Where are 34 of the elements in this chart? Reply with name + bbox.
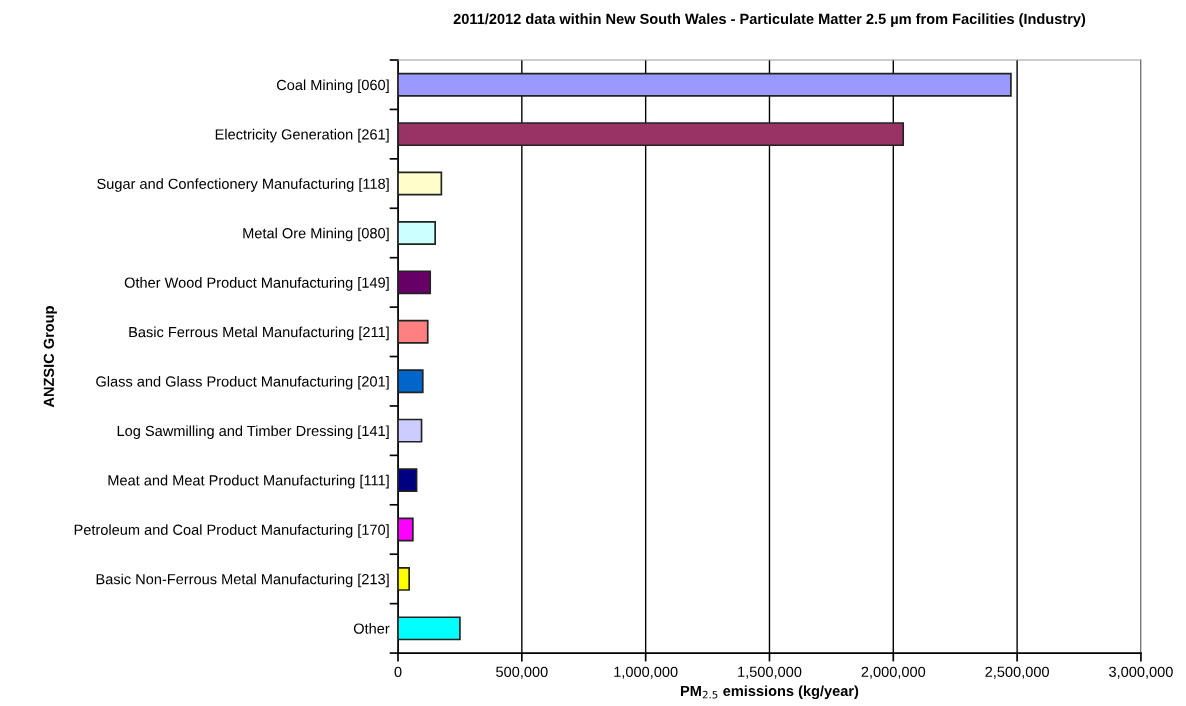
x-axis-title: PM$_{2.5}$ emissions (kg/year) <box>680 685 859 700</box>
y-tick-label: Other <box>353 623 390 634</box>
x-tick-label: 2,500,000 <box>985 666 1049 679</box>
bar <box>398 616 461 641</box>
x-tick-label: 1,500,000 <box>738 666 802 679</box>
y-tick-label: Basic Non-Ferrous Metal Manufacturing [213] <box>96 573 389 588</box>
y-tick-label: Sugar and Confectionery Manufacturing [118] <box>97 178 389 192</box>
x-tick-label: 2,000,000 <box>861 666 926 679</box>
x-tick-label: 3,000,000 <box>1109 666 1173 679</box>
chart-title: 2011/2012 data within New South Wales - Particulate Matter 2.5 µm from Facilities (Industry) <box>453 13 1086 27</box>
y-tick-label: Log Sawmilling and Timber Dressing [141] <box>117 425 389 439</box>
bar <box>398 270 432 295</box>
y-tick-label: Glass and Glass Product Manufacturing [201] <box>96 375 389 390</box>
bar <box>398 122 905 147</box>
y-tick-label: Petroleum and Coal Product Manufacturing [170] <box>74 524 389 538</box>
y-tick-label: Meat and Meat Product Manufacturing [111] <box>108 474 389 489</box>
bar <box>398 171 443 196</box>
bar <box>398 566 411 591</box>
x-tick-label: 1,000,000 <box>614 666 678 679</box>
bar <box>398 468 418 493</box>
bar <box>398 369 424 394</box>
bar <box>398 319 429 344</box>
bar <box>398 221 437 245</box>
x-tick-label: 500,000 <box>496 666 548 679</box>
y-tick-label: Electricity Generation [261] <box>215 128 389 143</box>
y-tick-label: Coal Mining [060] <box>276 79 389 94</box>
bar <box>398 72 1012 97</box>
y-tick-label: Basic Ferrous Metal Manufacturing [211] <box>129 326 389 341</box>
x-tick-label: 0 <box>394 666 402 677</box>
bar <box>398 517 414 542</box>
bar <box>398 418 423 443</box>
y-tick-label: Metal Ore Mining [080] <box>243 227 389 242</box>
y-axis-title: ANZSIC Group <box>43 306 57 408</box>
y-tick-label: Other Wood Product Manufacturing [149] <box>124 277 389 291</box>
